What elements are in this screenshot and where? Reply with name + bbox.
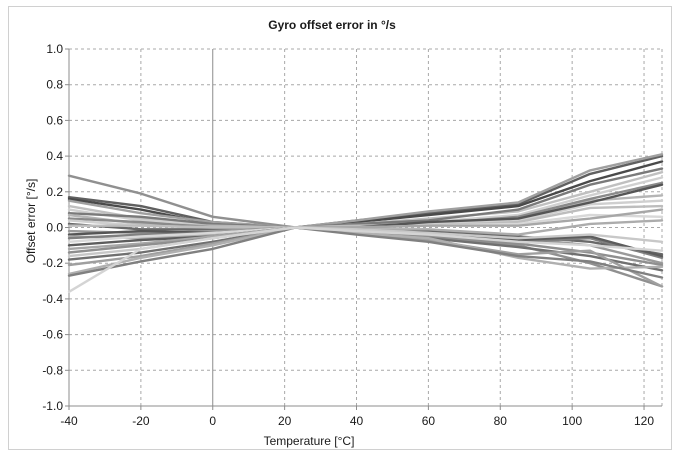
x-tick-label: 40 bbox=[350, 414, 364, 428]
x-tick-label: 100 bbox=[562, 414, 582, 428]
x-tick-label: -40 bbox=[60, 414, 78, 428]
x-tick-label: -20 bbox=[132, 414, 150, 428]
y-tick-label: 1.0 bbox=[46, 42, 63, 56]
series-line-12 bbox=[67, 204, 664, 229]
y-tick-label: -0.6 bbox=[42, 328, 63, 342]
x-tick-label: 0 bbox=[209, 414, 216, 428]
series-group bbox=[67, 153, 664, 293]
y-tick-label: 0.6 bbox=[46, 113, 63, 127]
x-tick-label: 120 bbox=[634, 414, 654, 428]
y-tick-label: 0.4 bbox=[46, 149, 63, 163]
chart-frame: Gyro offset error in °/s 1.0 0.8 0.6 0.4 0.2… bbox=[8, 6, 672, 450]
x-tick-label: 60 bbox=[422, 414, 436, 428]
y-axis-title: Offset error [°/s] bbox=[24, 179, 38, 264]
series-line-19 bbox=[67, 208, 664, 251]
series-line-26 bbox=[67, 226, 664, 293]
chart-title: Gyro offset error in °/s bbox=[268, 18, 396, 32]
y-tick-label: -0.2 bbox=[42, 256, 63, 270]
series-line-4 bbox=[67, 153, 664, 229]
y-tick-label: 0.0 bbox=[46, 221, 63, 235]
line-chart: Gyro offset error in °/s 1.0 0.8 0.6 0.4 0.2… bbox=[24, 18, 664, 448]
x-tick-label: 20 bbox=[278, 414, 292, 428]
x-tick-label: 80 bbox=[494, 414, 508, 428]
y-tick-label: 0.8 bbox=[46, 78, 63, 92]
y-tick-label: -1.0 bbox=[42, 399, 63, 413]
y-tick-label: 0.2 bbox=[46, 185, 63, 199]
series-line-24 bbox=[67, 226, 664, 276]
series-line-25 bbox=[67, 226, 664, 279]
y-tick-label: -0.4 bbox=[42, 292, 63, 306]
x-axis-title: Temperature [°C] bbox=[264, 434, 355, 448]
y-tick-label: -0.8 bbox=[42, 363, 63, 377]
series-line-7 bbox=[67, 167, 664, 229]
tick-labels: 1.0 0.8 0.6 0.4 0.2 0.0 -0.2 -0.4 -0.6 -0.8 -1.0-4… bbox=[42, 42, 654, 428]
series-line-3 bbox=[67, 160, 664, 229]
